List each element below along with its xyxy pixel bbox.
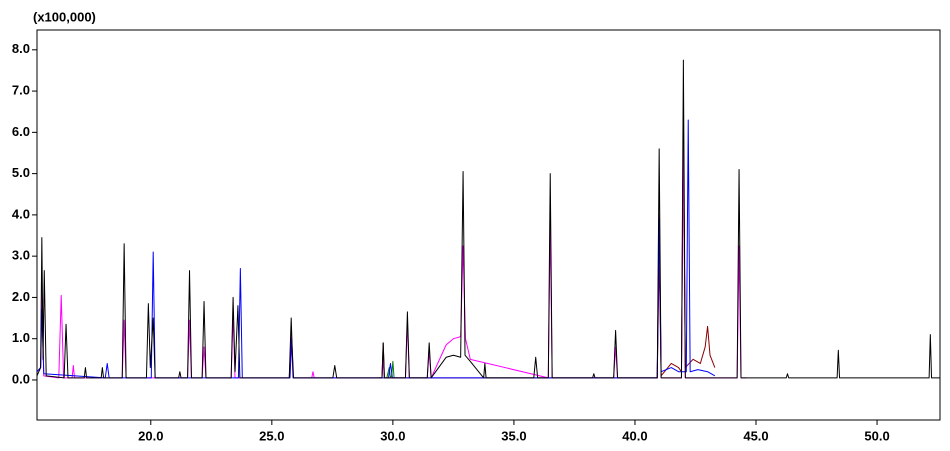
x-tick-label: 20.0 (138, 428, 163, 443)
plot-frame (36, 29, 941, 421)
x-tick-label: 30.0 (380, 428, 405, 443)
chromatogram-trace (37, 127, 747, 379)
y-tick-label: 1.0 (12, 330, 30, 345)
x-tick-label: 50.0 (864, 428, 889, 443)
x-tick-label: 45.0 (743, 428, 768, 443)
chromatogram-trace (37, 119, 716, 379)
y-tick-label: 4.0 (12, 206, 30, 221)
x-tick-label: 40.0 (622, 428, 647, 443)
y-tick-label: 5.0 (12, 165, 30, 180)
y-tick-label: 2.0 (12, 289, 30, 304)
chromatogram-trace (378, 131, 716, 379)
x-tick-label: 35.0 (501, 428, 526, 443)
y-tick-label: 3.0 (12, 248, 30, 263)
y-tick-label: 7.0 (12, 83, 30, 98)
traces (37, 59, 940, 379)
y-tick-label: 6.0 (12, 124, 30, 139)
y-tick-label: 0.0 (12, 371, 30, 386)
chromatogram-trace (37, 59, 940, 379)
x-tick-label: 25.0 (259, 428, 284, 443)
y-axis-label: (x100,000) (33, 9, 96, 24)
y-tick-label: 8.0 (12, 41, 30, 56)
